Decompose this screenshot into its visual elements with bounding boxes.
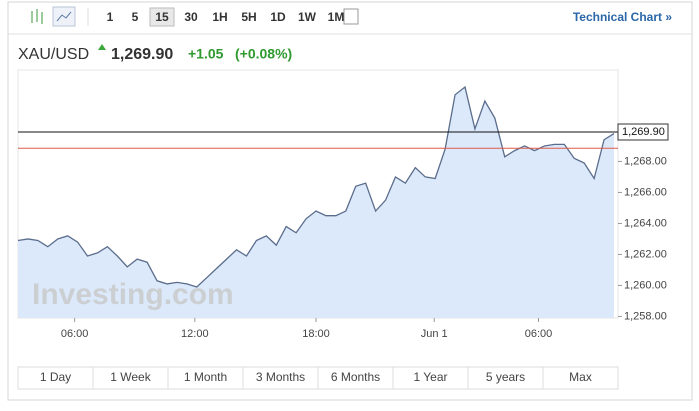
y-tick-label: 1,264.00 [624,217,667,229]
plot: 1,269.90 1,258.00 1,260.00 1,262.00 1,264.00… [17,85,669,340]
range-label: 1 Week [110,370,151,384]
interval-button[interactable]: 1W [298,10,317,24]
range-label: 1 Month [184,370,227,384]
change-pct: (+0.08%) [235,46,292,62]
x-tick-label: 06:00 [525,328,553,340]
range-bar: 1 Day 1 Week 1 Month 3 Months 6 Months 1 Year… [17,366,619,390]
change: +1.05 [188,46,224,62]
interval-button[interactable]: 30 [184,10,198,24]
interval-button[interactable]: 1D [270,10,286,24]
price-line [17,85,615,288]
interval-button[interactable]: 15 [155,10,169,24]
x-tick-label: 12:00 [181,328,209,340]
x-tick-label: 06:00 [61,328,89,340]
symbol: XAU/USD [18,46,89,63]
y-tick-label: 1,268.00 [624,155,667,167]
range-label: 6 Months [331,370,380,384]
interval-button[interactable]: 5H [241,10,256,24]
technical-chart-link[interactable]: Technical Chart » [573,10,672,24]
y-tick-label: 1,266.00 [624,186,667,198]
range-label: 3 Months [256,370,305,384]
price: 1,269.90 [111,46,173,63]
y-tick-label: 1,262.00 [624,248,667,260]
area-fill [18,87,614,318]
last-price-label: 1,269.90 [622,126,665,138]
line-icon-glyph [56,11,72,22]
settings-icon[interactable] [343,8,359,25]
up-arrow [98,44,106,50]
range-label: 1 Day [40,370,71,384]
interval-button[interactable]: 5 [132,10,139,24]
watermark: Investing.com [32,278,234,311]
interval-button[interactable]: 1H [212,10,227,24]
y-tick-label: 1,258.00 [624,310,667,322]
interval-button[interactable]: 1M [328,10,345,24]
range-label: 5 years [486,370,525,384]
interval-active [149,7,175,27]
x-tick-label: 18:00 [302,328,330,340]
y-tick-label: 1,260.00 [624,279,667,291]
range-label: Max [569,370,592,384]
x-tick-label: Jun 1 [421,328,448,340]
range-button[interactable] [542,366,619,390]
candle-icon[interactable] [31,9,43,24]
last-price-tag [617,123,669,141]
interval-button[interactable]: 1 [107,10,114,24]
range-label: 1 Year [413,370,447,384]
